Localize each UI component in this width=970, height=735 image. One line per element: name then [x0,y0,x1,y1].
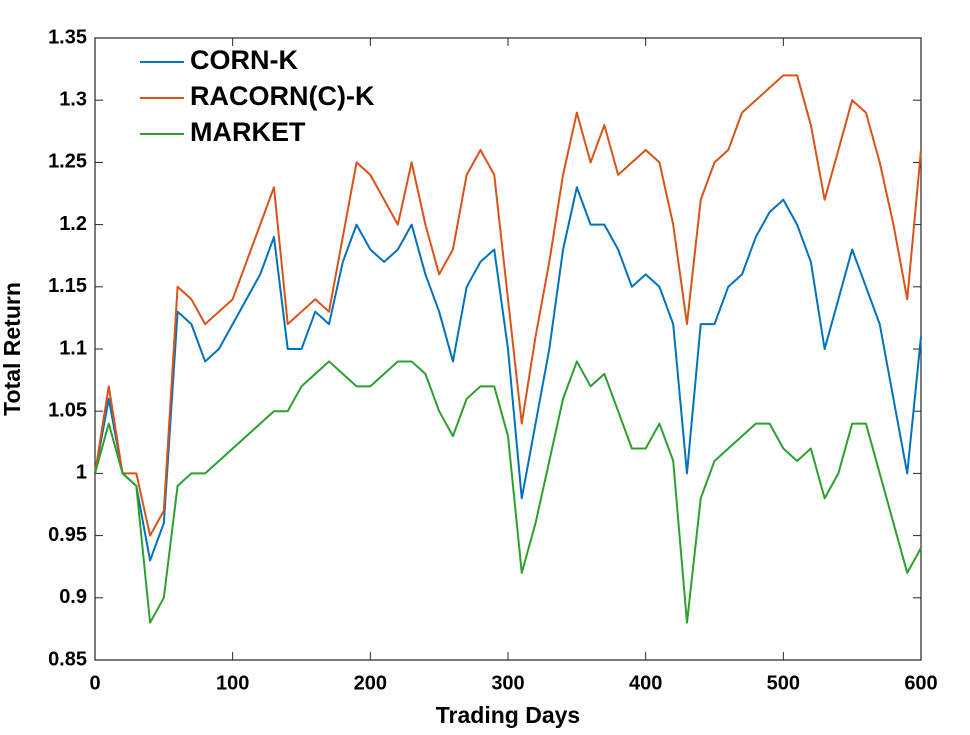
legend-label: MARKET [190,117,306,147]
x-tick-label: 0 [89,672,100,694]
y-tick-label: 1.35 [48,26,87,48]
x-tick-label: 100 [216,672,249,694]
x-tick-label: 600 [904,672,937,694]
x-tick-label: 200 [354,672,387,694]
legend-label: CORN-K [190,45,298,75]
x-tick-label: 300 [491,672,524,694]
y-axis-label: Total Return [0,282,25,416]
y-tick-label: 0.85 [48,648,87,670]
y-tick-label: 0.9 [59,586,87,608]
y-tick-label: 0.95 [48,524,87,546]
y-tick-label: 1 [76,462,87,484]
y-tick-label: 1.2 [59,213,87,235]
y-tick-label: 1.25 [48,151,87,173]
y-tick-label: 1.1 [59,337,87,359]
x-axis-label: Trading Days [436,702,580,728]
y-tick-label: 1.3 [59,88,87,110]
series-line [94,360,922,624]
series-line [94,186,922,562]
legend-label: RACORN(C)-K [190,81,375,111]
x-tick-label: 400 [629,672,662,694]
y-tick-label: 1.05 [48,399,87,421]
x-tick-label: 500 [767,672,800,694]
series-line [94,74,922,537]
y-tick-label: 1.15 [48,275,87,297]
